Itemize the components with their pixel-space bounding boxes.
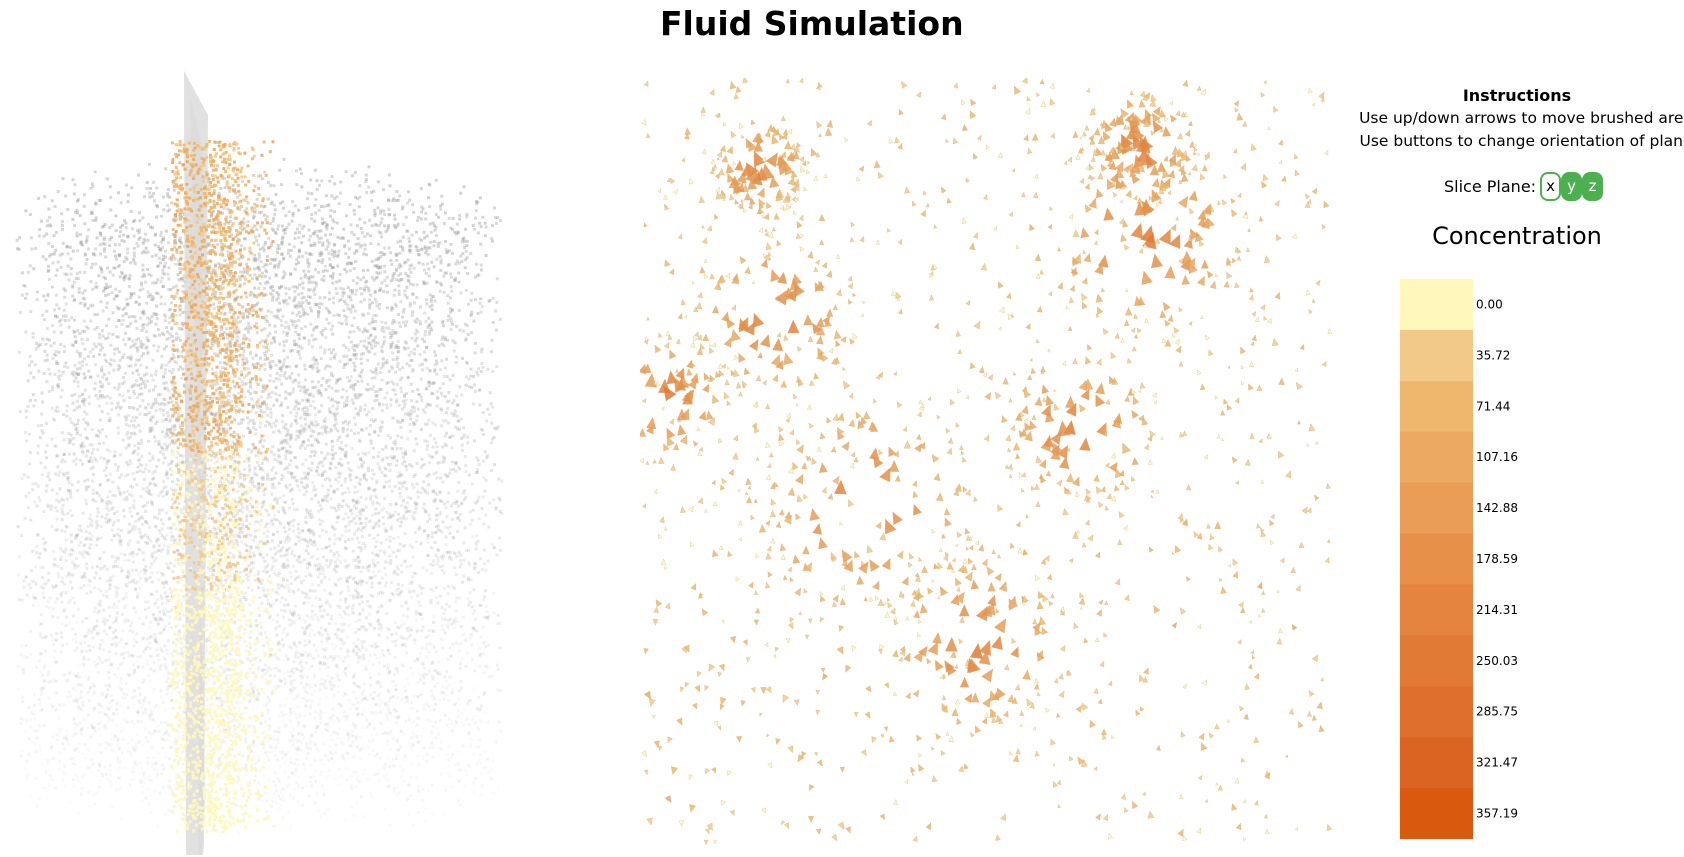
legend-swatch <box>1400 788 1473 839</box>
slice-z-button[interactable]: z <box>1582 171 1604 201</box>
sliced-particles <box>170 140 277 833</box>
control-panel: Instructions Use up/down arrows to move … <box>1350 86 1684 856</box>
legend-threshold-label: 250.03 <box>1476 654 1518 668</box>
legend-threshold-label: 321.47 <box>1476 756 1518 770</box>
legend-threshold-label: 178.59 <box>1476 552 1518 566</box>
particle-cloud <box>15 156 504 834</box>
legend-swatch <box>1400 533 1473 585</box>
slice-plane-label: Slice Plane: <box>1444 176 1537 196</box>
legend-threshold-label: 71.44 <box>1476 399 1510 413</box>
legend-title: Concentration <box>1432 222 1602 250</box>
page-title: Fluid Simulation <box>660 4 964 43</box>
slice-glyph-view[interactable] <box>640 78 1340 848</box>
concentration-legend: 0.00 35.72 71.44 107.16 142.88 178.59 214.31 25… <box>1400 279 1518 839</box>
legend-threshold-label: 35.72 <box>1476 348 1510 362</box>
legend-swatch <box>1400 635 1473 687</box>
legend-swatch <box>1400 380 1473 433</box>
cylinder-3d-view[interactable] <box>0 55 520 855</box>
legend-swatch <box>1400 584 1473 636</box>
legend-swatch <box>1400 686 1473 738</box>
legend-threshold-label: 107.16 <box>1476 450 1518 464</box>
legend-swatch <box>1400 737 1473 789</box>
slice-plane-selector: Slice Plane: x y z <box>1444 170 1604 202</box>
velocity-glyphs <box>640 78 1333 846</box>
legend-swatch <box>1400 329 1473 382</box>
legend-threshold-label: 0.00 <box>1476 297 1503 311</box>
slice-x-button[interactable]: x <box>1540 171 1562 201</box>
legend-swatch <box>1400 279 1473 331</box>
instruction-buttons: Use buttons to change orientation of pla… <box>1359 132 1684 150</box>
legend-swatch <box>1400 431 1473 484</box>
legend-threshold-label: 285.75 <box>1476 705 1518 719</box>
legend-threshold-label: 357.19 <box>1476 807 1518 821</box>
instructions-heading: Instructions <box>1462 86 1572 105</box>
legend-threshold-label: 142.88 <box>1476 501 1518 515</box>
slice-y-button[interactable]: y <box>1561 171 1583 201</box>
legend-swatch <box>1400 482 1473 535</box>
legend-threshold-label: 214.31 <box>1476 603 1518 617</box>
slice-plane-face <box>184 71 208 855</box>
instruction-arrows: Use up/down arrows to move brushed area <box>1359 109 1684 127</box>
